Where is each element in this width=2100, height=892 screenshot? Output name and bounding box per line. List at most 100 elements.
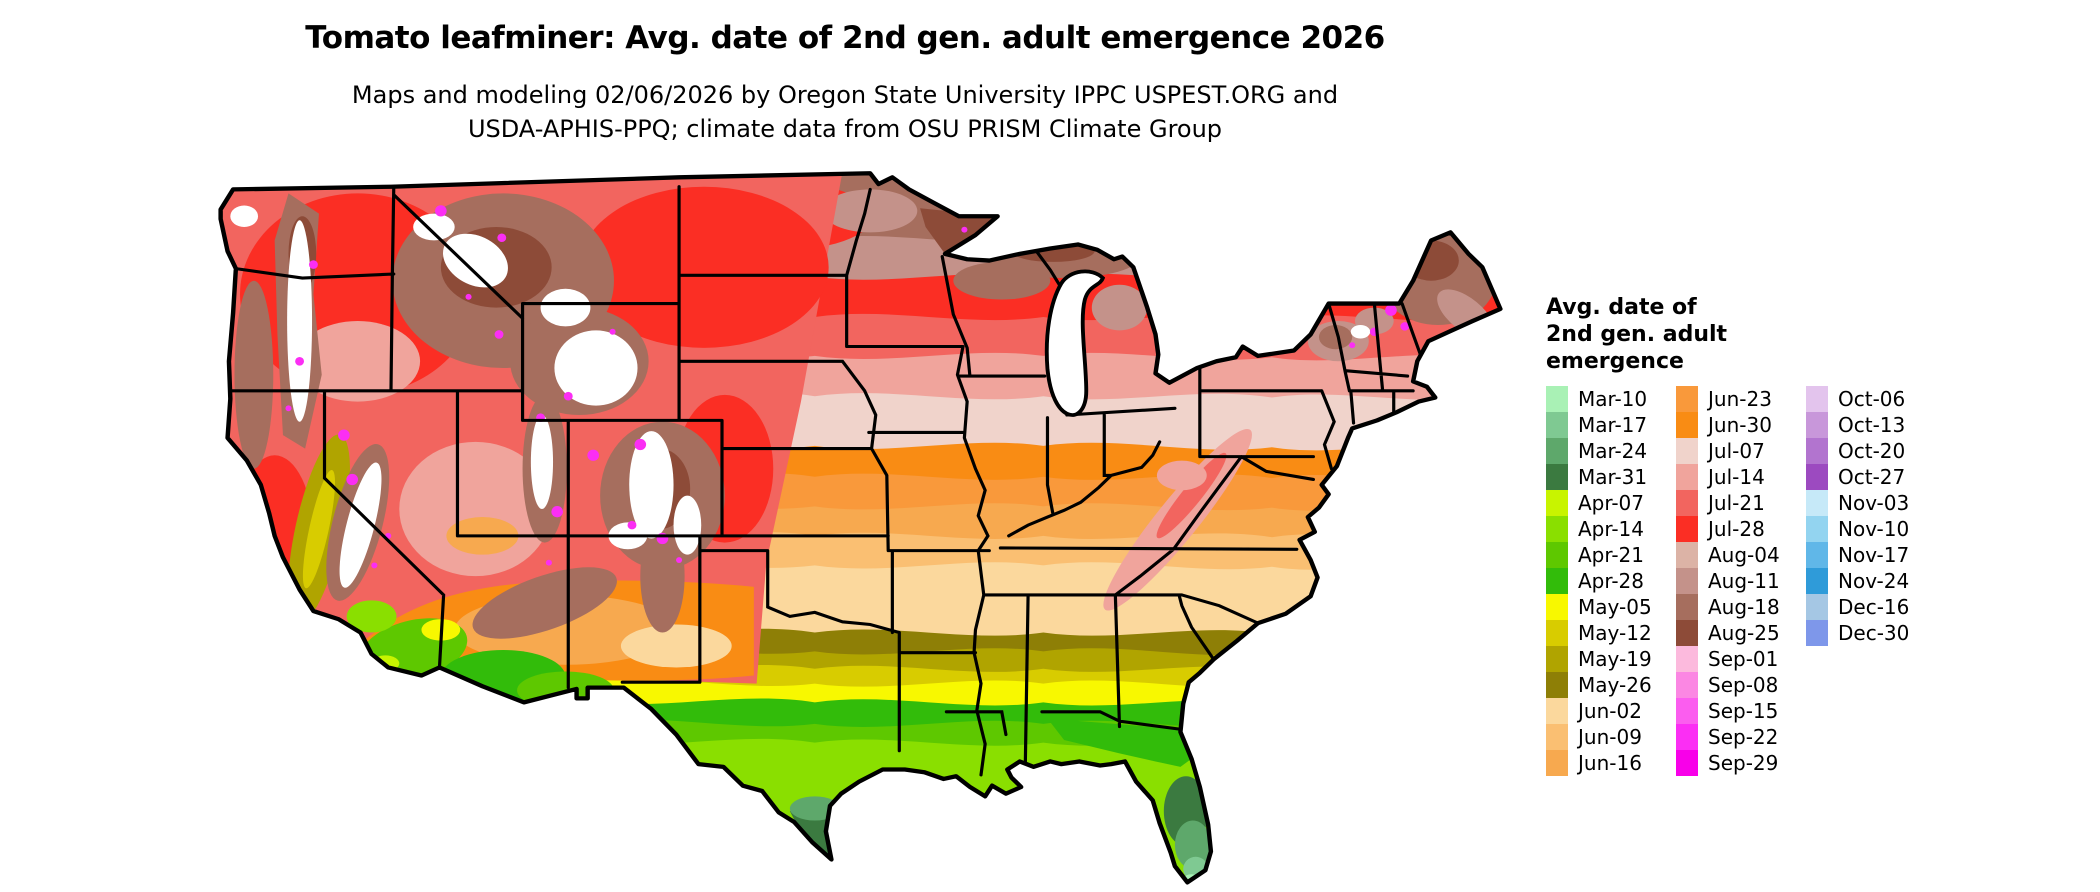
header: Tomato leafminer: Avg. date of 2nd gen. … — [120, 0, 1570, 146]
legend-date-label: Sep-22 — [1708, 725, 1779, 749]
legend-title: Avg. date of 2nd gen. adult emergence — [1546, 294, 1966, 375]
magenta-speckle — [961, 226, 968, 233]
legend-date-label: May-19 — [1578, 647, 1652, 671]
map-raster-layers — [220, 173, 1501, 883]
magenta-speckle — [609, 328, 616, 335]
legend-date-label: Nov-24 — [1838, 569, 1910, 593]
legend-swatch — [1676, 724, 1698, 750]
legend-row: Mar-31 — [1546, 464, 1654, 490]
legend-date-label: Oct-06 — [1838, 387, 1906, 411]
legend-row: Jun-23 — [1676, 386, 1784, 412]
magenta-speckle — [1385, 304, 1397, 316]
magenta-speckle — [627, 520, 637, 530]
subtitle-line-1: Maps and modeling 02/06/2026 by Oregon S… — [351, 81, 1339, 109]
legend-row: May-26 — [1546, 672, 1654, 698]
legend-date-label: Jul-21 — [1708, 491, 1765, 515]
magenta-speckle — [435, 205, 447, 217]
legend-date-label: Nov-10 — [1838, 517, 1910, 541]
legend-swatch — [1676, 672, 1698, 698]
legend-title-line: emergence — [1546, 349, 1684, 374]
legend-date-label: Oct-20 — [1838, 439, 1906, 463]
legend-swatch — [1676, 750, 1698, 776]
lake-michigan — [1044, 269, 1106, 417]
legend-row: Jun-09 — [1546, 724, 1654, 750]
legend-swatch — [1546, 724, 1568, 750]
state-borders — [227, 185, 1425, 777]
legend-date-label: Jul-14 — [1708, 465, 1765, 489]
legend-row: Sep-29 — [1676, 750, 1784, 776]
legend-date-label: May-05 — [1578, 595, 1652, 619]
legend-date-label: Aug-18 — [1708, 595, 1780, 619]
legend-swatch — [1676, 620, 1698, 646]
legend-swatch — [1676, 490, 1698, 516]
legend-row: Apr-28 — [1546, 568, 1654, 594]
legend-date-label: Jun-09 — [1578, 725, 1642, 749]
magenta-speckle — [563, 391, 573, 401]
subtitle: Maps and modeling 02/06/2026 by Oregon S… — [120, 78, 1570, 146]
legend-row: Sep-08 — [1676, 672, 1784, 698]
legend-swatch — [1806, 464, 1828, 490]
magenta-speckle — [1349, 342, 1356, 349]
legend-swatch — [1546, 516, 1568, 542]
raster-band — [220, 736, 1501, 883]
magenta-speckle — [308, 260, 318, 269]
legend-swatch — [1676, 568, 1698, 594]
magenta-speckle — [465, 293, 472, 300]
legend-row: Sep-15 — [1676, 698, 1784, 724]
magenta-speckle — [371, 562, 378, 569]
legend-swatch — [1806, 438, 1828, 464]
legend-row: Nov-03 — [1806, 490, 1914, 516]
legend-date-label: Apr-21 — [1578, 543, 1644, 567]
legend: Avg. date of 2nd gen. adult emergence Ma… — [1546, 294, 1966, 776]
legend-swatch — [1806, 594, 1828, 620]
legend-row: Oct-06 — [1806, 386, 1914, 412]
legend-row: Mar-24 — [1546, 438, 1654, 464]
legend-swatch — [1806, 516, 1828, 542]
legend-swatch — [1546, 594, 1568, 620]
legend-swatch — [1676, 594, 1698, 620]
high-elevation-speckles — [285, 205, 1410, 569]
legend-row: Apr-21 — [1546, 542, 1654, 568]
legend-date-label: Apr-07 — [1578, 491, 1644, 515]
legend-row: Aug-11 — [1676, 568, 1784, 594]
legend-row: Sep-01 — [1676, 646, 1784, 672]
legend-swatch — [1546, 464, 1568, 490]
legend-row: Jun-16 — [1546, 750, 1654, 776]
legend-date-label: May-26 — [1578, 673, 1652, 697]
legend-row: Jul-14 — [1676, 464, 1784, 490]
legend-columns: Mar-10 Mar-17 Mar-24 Mar-31 Apr-07 Apr-14 Apr-… — [1546, 386, 1966, 776]
legend-row: Jun-30 — [1676, 412, 1784, 438]
legend-row: Sep-22 — [1676, 724, 1784, 750]
legend-row: Apr-14 — [1546, 516, 1654, 542]
legend-row: Oct-13 — [1806, 412, 1914, 438]
legend-date-label: Sep-01 — [1708, 647, 1779, 671]
magenta-speckle — [551, 506, 564, 518]
legend-date-label: Aug-25 — [1708, 621, 1780, 645]
us-outline — [218, 171, 1503, 885]
legend-row: Jul-21 — [1676, 490, 1784, 516]
legend-swatch — [1546, 698, 1568, 724]
legend-swatch — [1546, 386, 1568, 412]
legend-date-label: Oct-27 — [1838, 465, 1906, 489]
legend-swatch — [1676, 698, 1698, 724]
legend-row: Mar-10 — [1546, 386, 1654, 412]
legend-date-label: Dec-30 — [1838, 621, 1910, 645]
magenta-speckle — [346, 473, 359, 486]
legend-swatch — [1676, 516, 1698, 542]
legend-row: May-19 — [1546, 646, 1654, 672]
legend-date-label: Apr-14 — [1578, 517, 1644, 541]
legend-date-label: Sep-29 — [1708, 751, 1779, 775]
legend-date-label: Sep-08 — [1708, 673, 1779, 697]
legend-column: Mar-10 Mar-17 Mar-24 Mar-31 Apr-07 Apr-14 Apr-… — [1546, 386, 1654, 776]
legend-date-label: Jul-28 — [1708, 517, 1765, 541]
legend-row: May-05 — [1546, 594, 1654, 620]
legend-swatch — [1806, 542, 1828, 568]
legend-swatch — [1806, 620, 1828, 646]
legend-swatch — [1806, 490, 1828, 516]
legend-swatch — [1676, 464, 1698, 490]
legend-date-label: Dec-16 — [1838, 595, 1910, 619]
legend-date-label: Mar-31 — [1578, 465, 1648, 489]
page-title: Tomato leafminer: Avg. date of 2nd gen. … — [305, 20, 1385, 56]
legend-row: Aug-25 — [1676, 620, 1784, 646]
